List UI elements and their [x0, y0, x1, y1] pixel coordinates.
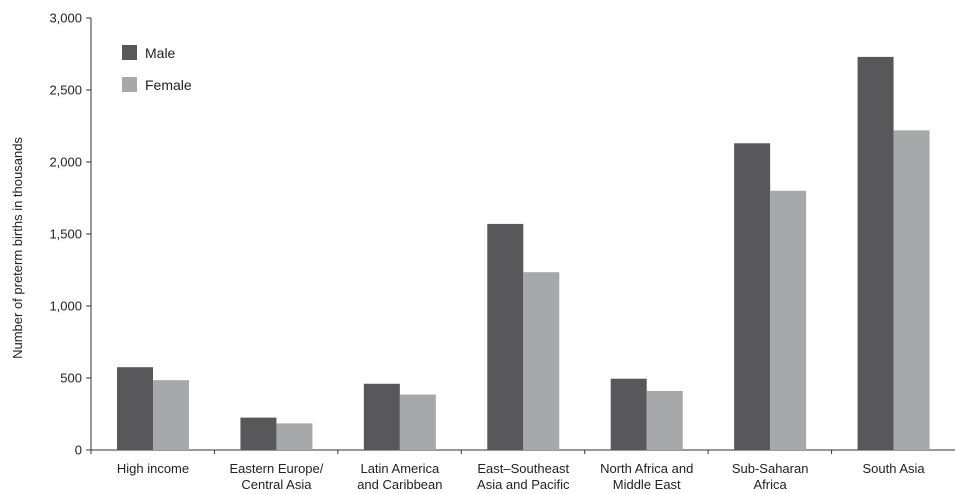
bar-female [770, 190, 807, 451]
y-tick-label: 500 [60, 371, 82, 386]
bar-female [523, 272, 560, 450]
y-tick-label: 3,000 [49, 11, 82, 26]
x-category-label: Latin America [360, 461, 440, 476]
x-category-label: High income [117, 461, 189, 476]
legend-swatch-male [122, 45, 137, 60]
y-axis-title: Number of preterm births in thousands [10, 137, 25, 359]
bar-male [117, 367, 153, 450]
legend: Male Female [122, 45, 192, 93]
x-category-label: East–Southeast [477, 461, 569, 476]
x-category-label: Central Asia [241, 477, 312, 492]
bar-male [610, 378, 647, 450]
bar-female [276, 423, 313, 450]
x-category-label: Asia and Pacific [477, 477, 570, 492]
bar-male [857, 56, 894, 450]
x-category-label: Eastern Europe/ [229, 461, 323, 476]
x-category-label: North Africa and [600, 461, 693, 476]
bar-female [399, 394, 436, 450]
bar-female [153, 380, 189, 450]
y-tick-label: 1,000 [49, 299, 82, 314]
x-category-label: Africa [754, 477, 788, 492]
x-category-label: and Caribbean [357, 477, 442, 492]
bar-female [646, 390, 683, 450]
bars [117, 56, 930, 451]
y-tick-label: 2,500 [49, 83, 82, 98]
y-tick-label: 2,000 [49, 155, 82, 170]
x-category-label: South Asia [862, 461, 925, 476]
y-tick-label: 1,500 [49, 227, 82, 242]
x-category-label: Middle East [613, 477, 681, 492]
y-axis-ticks: 0 500 1,000 1,500 2,000 2,500 3,000 [49, 11, 91, 458]
legend-swatch-female [122, 77, 137, 92]
legend-label-female: Female [145, 77, 192, 93]
bar-female [893, 130, 930, 450]
y-tick-label: 0 [75, 443, 82, 458]
x-axis-labels: High income Eastern Europe/Central Asia La… [90, 450, 925, 492]
x-category-label: Sub-Saharan [732, 461, 809, 476]
bar-male [363, 383, 400, 450]
bar-male [487, 223, 524, 450]
legend-label-male: Male [145, 45, 176, 61]
bar-male [240, 417, 277, 450]
bar-male [734, 143, 771, 450]
